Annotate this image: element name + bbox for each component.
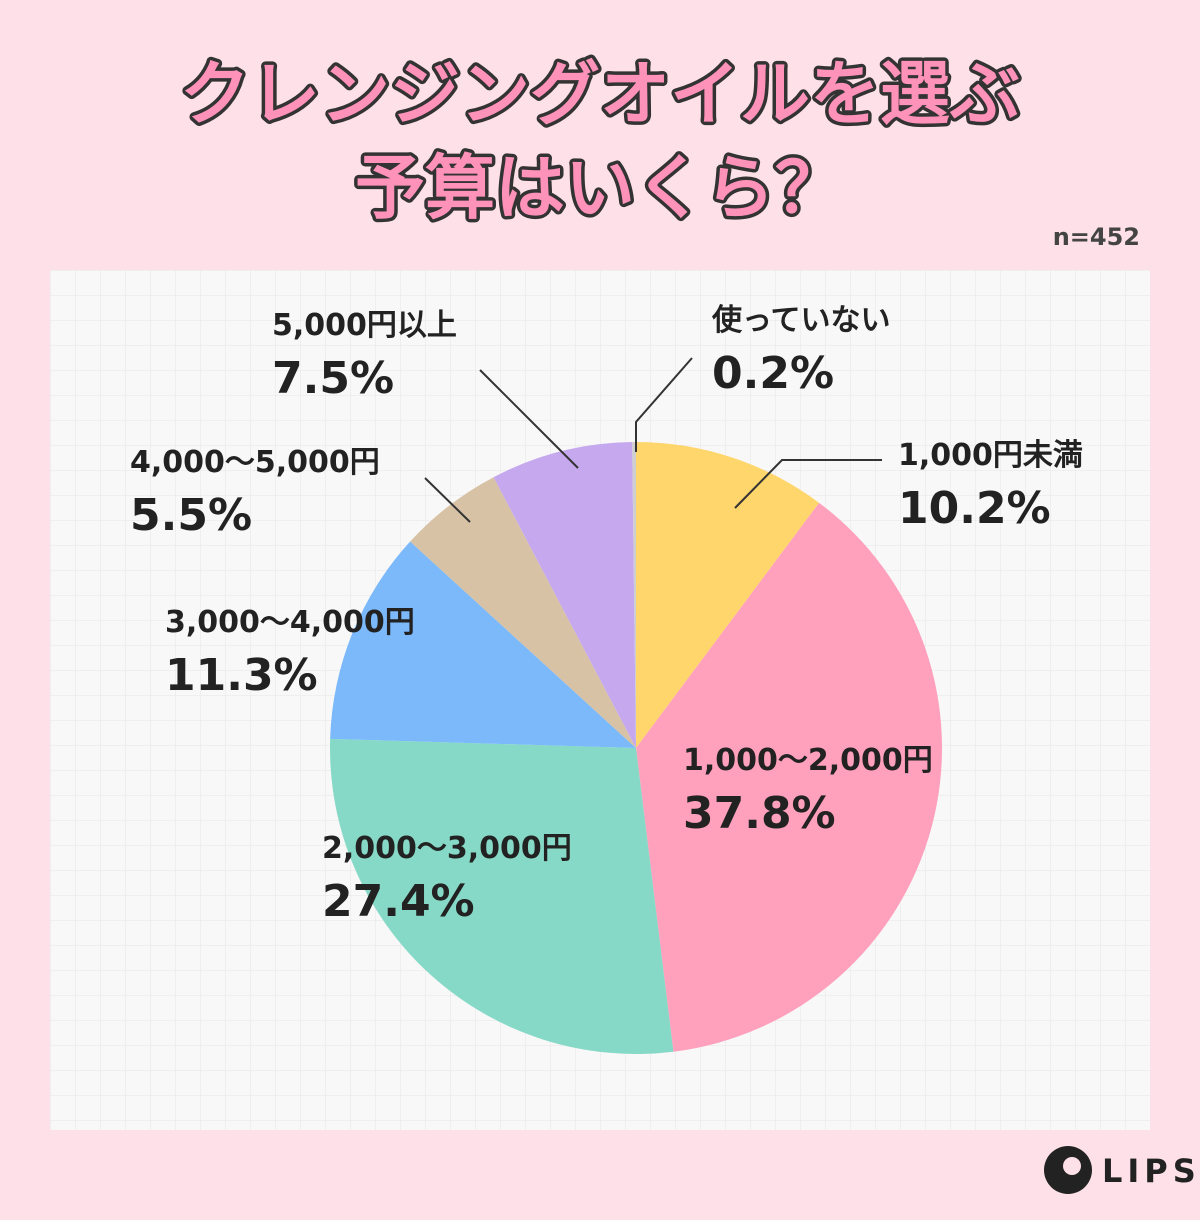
slice-value-label: 0.2% bbox=[712, 348, 834, 399]
slice-category: 1,000円未満 bbox=[898, 438, 1083, 473]
leader-line bbox=[479, 369, 579, 469]
slice-value-label: 27.4% bbox=[322, 876, 475, 927]
pie-slice bbox=[636, 442, 820, 748]
pie-slice bbox=[330, 541, 636, 748]
slice-category: 5,000円以上 bbox=[272, 308, 457, 343]
pie-slice bbox=[410, 477, 636, 748]
pie-slice bbox=[636, 502, 943, 1052]
brand: LIPS bbox=[1102, 1152, 1200, 1190]
slice-value-label: 37.8% bbox=[683, 788, 836, 839]
pie-slice bbox=[632, 442, 636, 748]
slice-category: 4,000〜5,000円 bbox=[130, 445, 380, 480]
brand-logo-mark bbox=[1063, 1157, 1081, 1175]
sample-size: n=452 bbox=[1053, 223, 1140, 251]
leader-line bbox=[424, 477, 471, 523]
title-line: クレンジングオイルを選ぶ bbox=[180, 53, 1020, 135]
slice-value-label: 10.2% bbox=[898, 483, 1051, 534]
slice-value-label: 5.5% bbox=[130, 490, 252, 541]
leader-line bbox=[734, 459, 882, 509]
pie bbox=[330, 442, 943, 1054]
pie-slice bbox=[330, 738, 674, 1054]
leader-line bbox=[635, 357, 693, 452]
pie-slice bbox=[493, 442, 636, 748]
slice-value-label: 11.3% bbox=[165, 650, 318, 701]
slice-category: 使っていない bbox=[711, 303, 891, 338]
slice-category: 3,000〜4,000円 bbox=[165, 605, 415, 640]
slice-category: 2,000〜3,000円 bbox=[322, 831, 572, 866]
title-line: 予算はいくら？ bbox=[355, 147, 845, 229]
slice-value-label: 7.5% bbox=[272, 353, 394, 404]
slice-category: 1,000〜2,000円 bbox=[683, 743, 933, 778]
